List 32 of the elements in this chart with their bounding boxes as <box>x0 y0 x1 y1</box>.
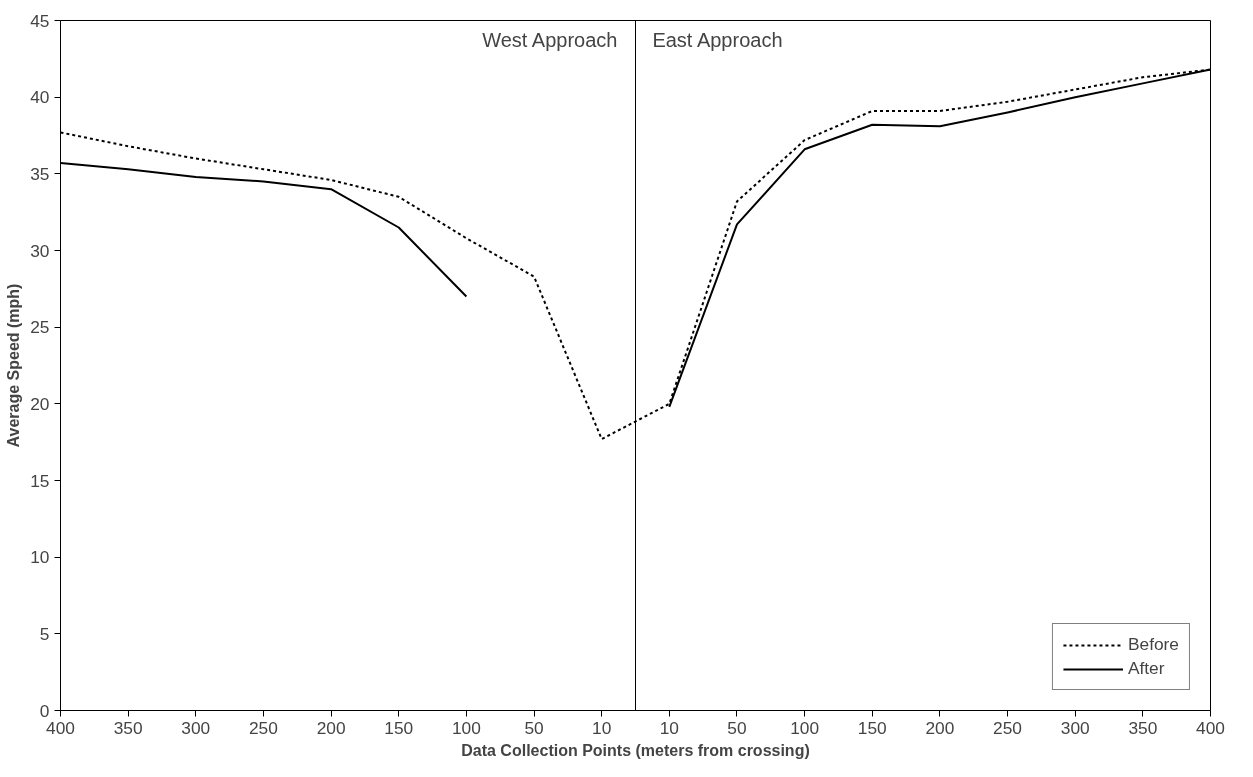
annotation: East Approach <box>652 28 783 51</box>
y-axis-title: Average Speed (mph) <box>5 283 23 448</box>
x-tick-label: 350 <box>113 717 143 738</box>
x-tick-label: 50 <box>727 717 747 738</box>
x-tick-label: 300 <box>1060 717 1090 738</box>
legend-label: Before <box>1127 634 1179 655</box>
y-tick-label: 30 <box>30 240 50 261</box>
x-tick-label: 400 <box>1196 717 1225 738</box>
x-tick-label: 250 <box>248 717 278 738</box>
x-tick-label: 200 <box>925 717 955 738</box>
y-tick-label: 40 <box>30 87 50 108</box>
x-tick-label: 200 <box>316 717 346 738</box>
x-tick-label: 150 <box>857 717 887 738</box>
y-tick-label: 20 <box>30 393 50 414</box>
x-axis-title: Data Collection Points (meters from crossing) <box>461 741 810 759</box>
x-tick-label: 100 <box>451 717 481 738</box>
y-tick-label: 15 <box>30 470 50 491</box>
y-tick-label: 35 <box>30 163 50 184</box>
x-tick-label: 10 <box>659 717 679 738</box>
y-tick-label: 25 <box>30 317 50 338</box>
y-tick-label: 45 <box>30 10 50 31</box>
legend-label: After <box>1127 658 1165 679</box>
x-tick-label: 300 <box>181 717 211 738</box>
x-tick-label: 50 <box>524 717 544 738</box>
y-tick-label: 5 <box>39 623 50 644</box>
annotation: West Approach <box>482 28 618 51</box>
y-tick-label: 10 <box>30 547 50 568</box>
x-tick-label: 10 <box>592 717 612 738</box>
x-tick-label: 150 <box>384 717 414 738</box>
x-tick-label: 100 <box>790 717 820 738</box>
x-tick-label: 350 <box>1128 717 1158 738</box>
x-tick-label: 250 <box>993 717 1023 738</box>
